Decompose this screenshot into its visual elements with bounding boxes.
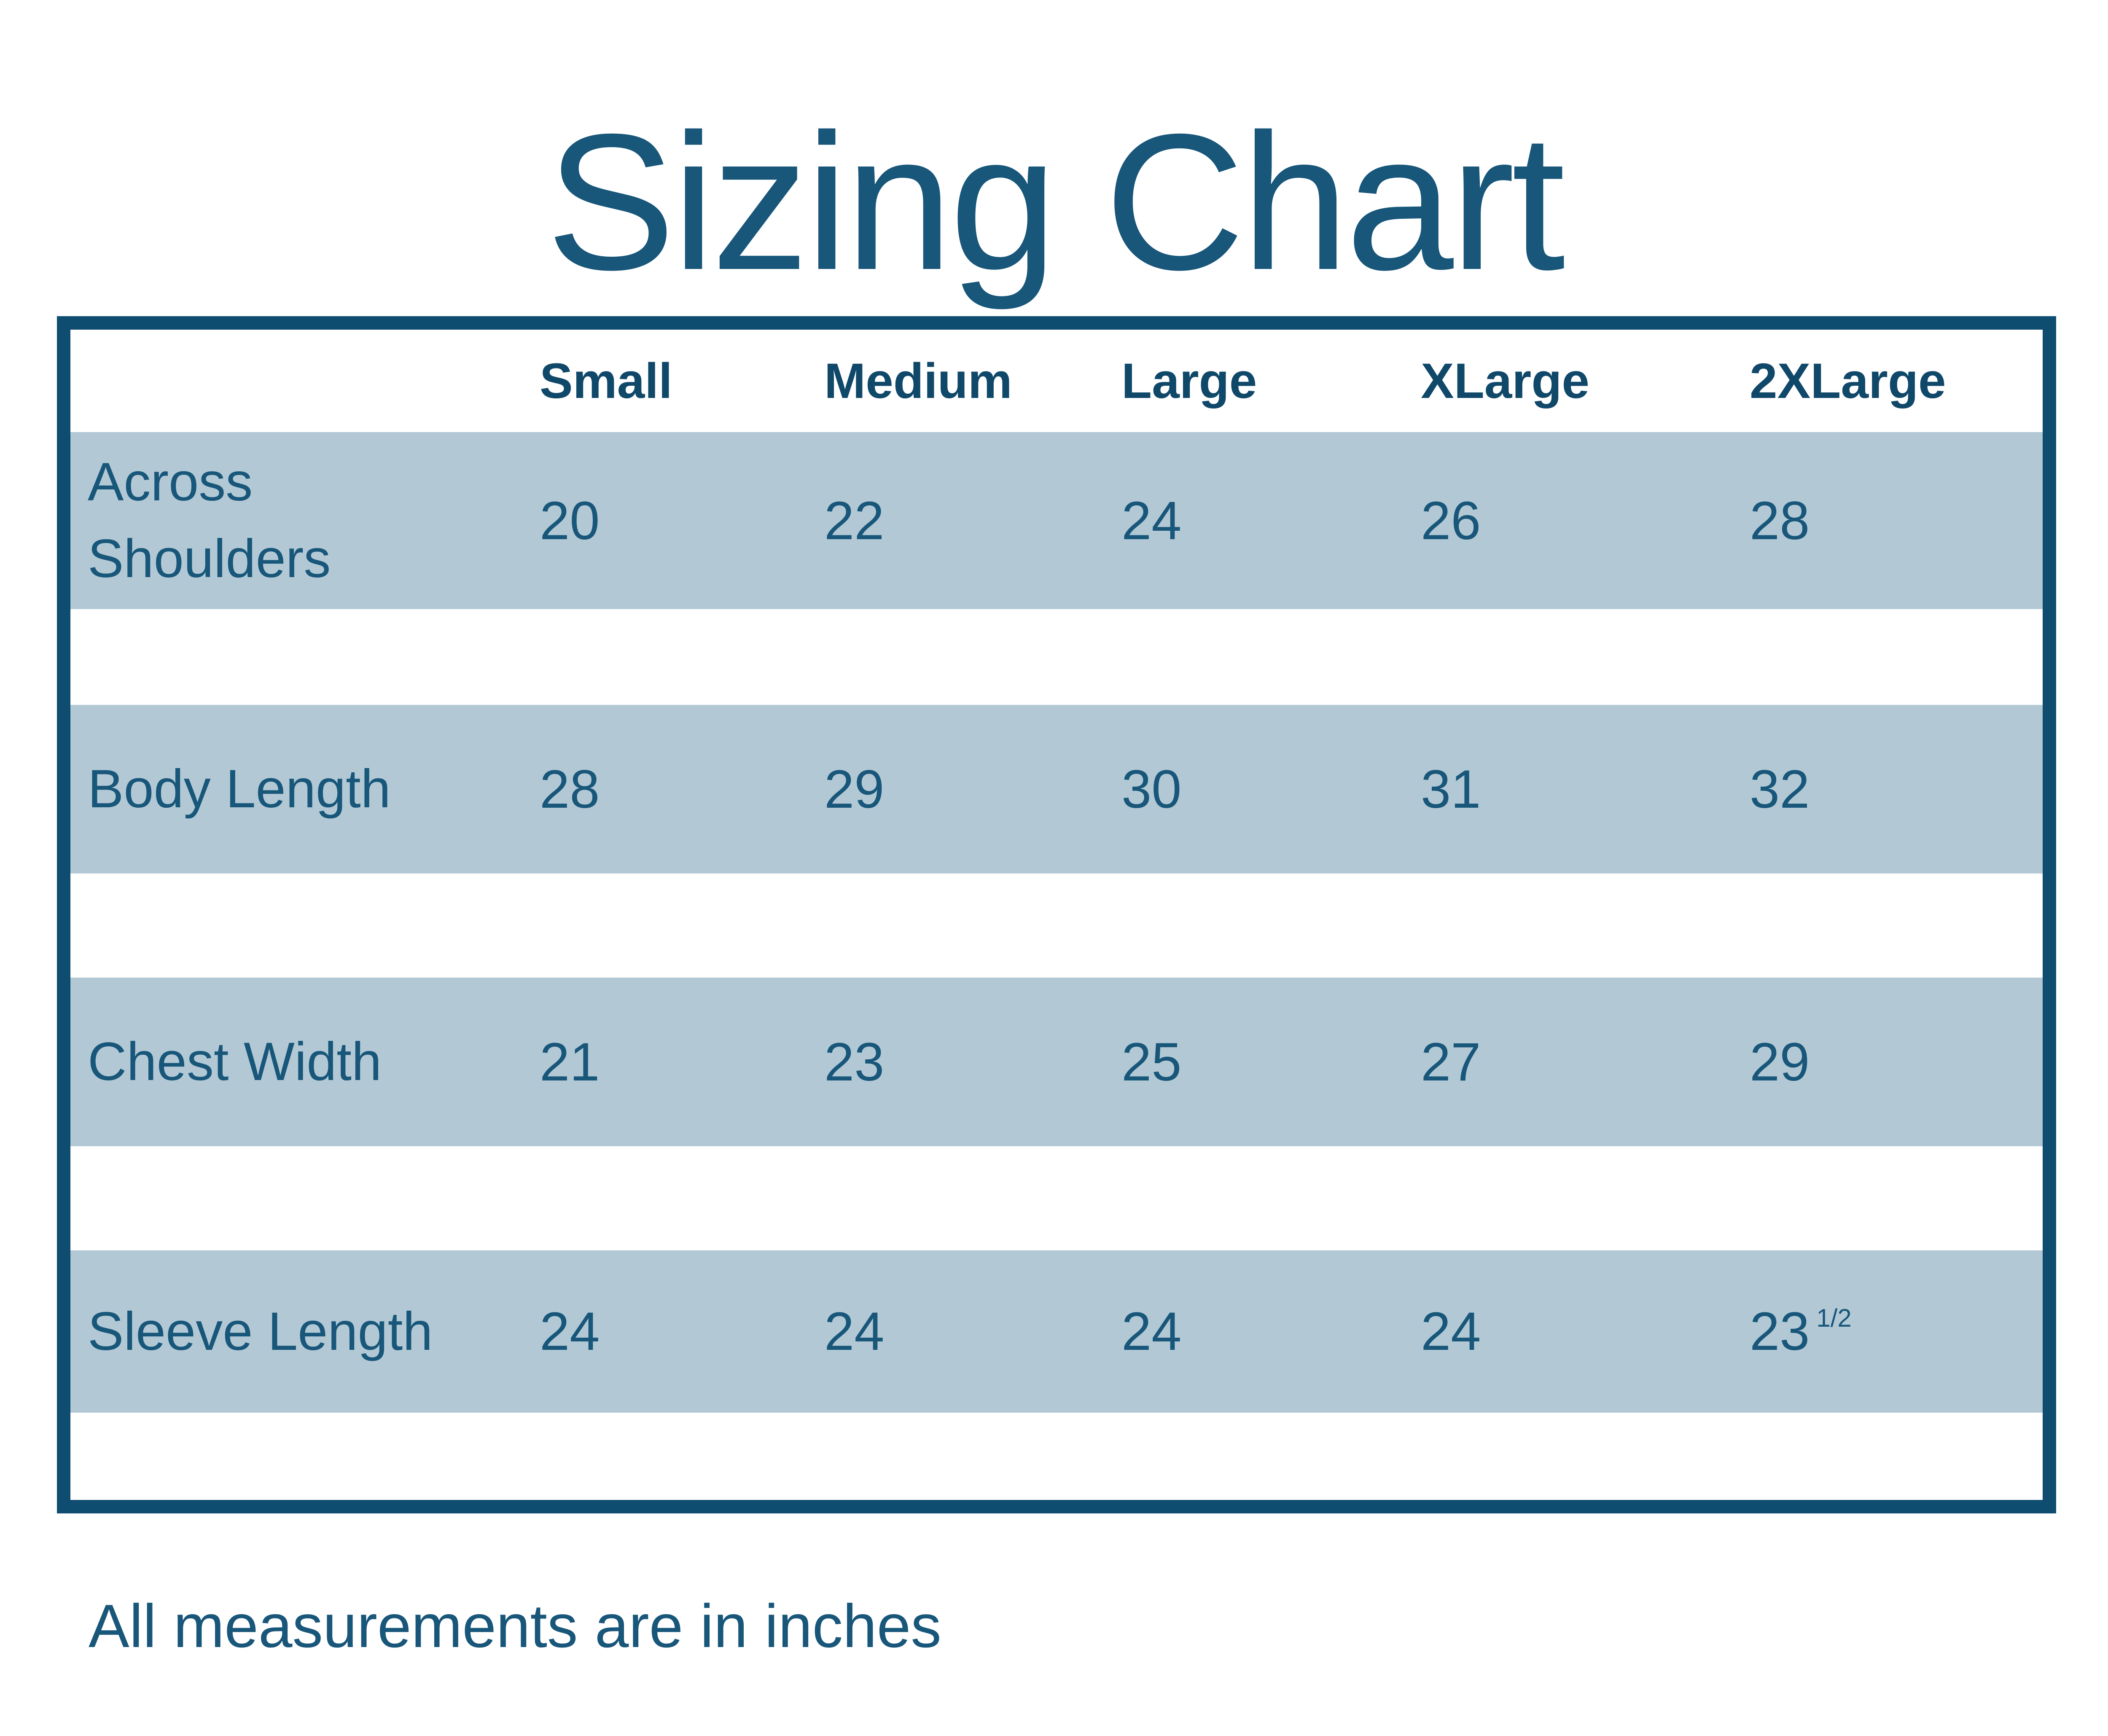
- header-cell-large: Large: [1121, 353, 1257, 409]
- cell-body-length-2xlarge: 32: [1750, 759, 1810, 820]
- cell-chest-width-small: 21: [540, 1032, 600, 1092]
- cell-body-length-large: 30: [1121, 759, 1182, 820]
- table-header-row: Small Medium Large XLarge 2XLarge: [70, 330, 2043, 432]
- cell-sleeve-length-medium: 24: [824, 1301, 885, 1362]
- sleeve-2xlarge-fraction: 1/2: [1816, 1304, 1852, 1332]
- cell-body-length-medium: 29: [824, 759, 885, 820]
- cell-chest-width-xlarge: 27: [1421, 1032, 1481, 1092]
- cell-sleeve-length-xlarge: 24: [1421, 1301, 1481, 1362]
- cell-sleeve-length-2xlarge: 23 1/2: [1750, 1301, 2043, 1362]
- cell-chest-width-medium: 23: [824, 1032, 885, 1092]
- row-label-across-shoulders: Across Shoulders: [88, 452, 331, 589]
- table-row-sleeve-length: Sleeve Length 24 24 24 24 23 1/2: [70, 1250, 2043, 1413]
- header-cell-medium: Medium: [824, 353, 1012, 409]
- table-row-across-shoulders: Across Shoulders 20 22 24 26 28: [70, 432, 2043, 609]
- cell-body-length-xlarge: 31: [1421, 759, 1481, 820]
- page-title: Sizing Chart: [546, 94, 1565, 310]
- row-label-sleeve-length: Sleeve Length: [88, 1301, 433, 1362]
- measurements-note: All measurements are in inches: [89, 1592, 941, 1660]
- cell-across-shoulders-large: 24: [1121, 490, 1182, 551]
- row-label-body-length: Body Length: [88, 759, 391, 820]
- cell-body-length-small: 28: [540, 759, 600, 820]
- cell-sleeve-length-small: 24: [540, 1301, 600, 1362]
- header-cell-2xlarge: 2XLarge: [1750, 353, 1946, 409]
- sleeve-2xlarge-whole: 23: [1750, 1301, 1810, 1362]
- cell-across-shoulders-small: 20: [540, 490, 600, 551]
- header-cell-xlarge: XLarge: [1421, 353, 1590, 409]
- sizing-table: Small Medium Large XLarge 2XLarge Across…: [57, 316, 2056, 1513]
- table-row-chest-width: Chest Width 21 23 25 27 29: [70, 978, 2043, 1146]
- cell-across-shoulders-xlarge: 26: [1421, 490, 1481, 551]
- row-label-chest-width: Chest Width: [88, 1032, 382, 1092]
- cell-across-shoulders-medium: 22: [824, 490, 885, 551]
- cell-chest-width-2xlarge: 29: [1750, 1032, 1810, 1092]
- cell-across-shoulders-2xlarge: 28: [1750, 490, 1810, 551]
- header-cell-small: Small: [540, 353, 672, 409]
- cell-sleeve-length-large: 24: [1121, 1301, 1182, 1362]
- cell-chest-width-large: 25: [1121, 1032, 1182, 1092]
- table-row-body-length: Body Length 28 29 30 31 32: [70, 705, 2043, 873]
